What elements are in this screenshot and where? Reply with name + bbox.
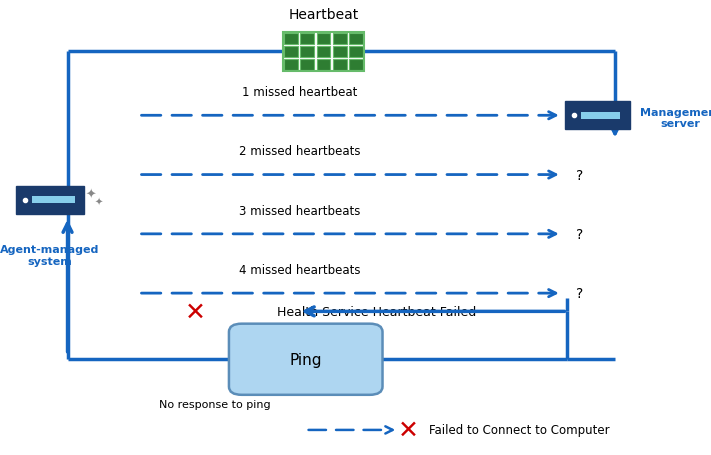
Text: ?: ? xyxy=(576,287,583,300)
Text: ✦: ✦ xyxy=(95,197,102,207)
Text: Ping: Ping xyxy=(289,352,322,367)
Text: Heartbeat: Heartbeat xyxy=(289,8,358,22)
Text: ?: ? xyxy=(576,109,583,123)
FancyBboxPatch shape xyxy=(350,47,363,58)
FancyBboxPatch shape xyxy=(333,34,347,45)
FancyBboxPatch shape xyxy=(301,47,314,58)
FancyBboxPatch shape xyxy=(350,34,363,45)
Text: ✕: ✕ xyxy=(398,418,419,442)
FancyBboxPatch shape xyxy=(565,102,630,130)
Text: Management
server: Management server xyxy=(640,107,711,129)
FancyBboxPatch shape xyxy=(301,34,314,45)
Text: Failed to Connect to Computer: Failed to Connect to Computer xyxy=(429,424,609,436)
Text: 1 missed heartbeat: 1 missed heartbeat xyxy=(242,86,357,99)
Text: ✦: ✦ xyxy=(85,188,96,201)
FancyBboxPatch shape xyxy=(317,60,330,71)
Text: 4 missed heartbeats: 4 missed heartbeats xyxy=(239,263,360,276)
FancyBboxPatch shape xyxy=(284,60,298,71)
FancyBboxPatch shape xyxy=(333,60,347,71)
FancyBboxPatch shape xyxy=(350,60,363,71)
Text: ?: ? xyxy=(576,168,583,182)
FancyBboxPatch shape xyxy=(301,60,314,71)
Text: No response to ping: No response to ping xyxy=(159,399,270,409)
FancyBboxPatch shape xyxy=(333,47,347,58)
Text: ?: ? xyxy=(576,228,583,241)
Text: Health Service Heartbeat Failed: Health Service Heartbeat Failed xyxy=(277,305,476,318)
FancyBboxPatch shape xyxy=(32,197,75,203)
Text: 2 missed heartbeats: 2 missed heartbeats xyxy=(239,145,360,158)
FancyBboxPatch shape xyxy=(16,187,84,214)
FancyBboxPatch shape xyxy=(229,324,383,395)
FancyBboxPatch shape xyxy=(284,34,298,45)
FancyBboxPatch shape xyxy=(317,47,330,58)
FancyBboxPatch shape xyxy=(317,34,330,45)
Text: Agent-managed
system: Agent-managed system xyxy=(0,244,100,266)
Text: 3 missed heartbeats: 3 missed heartbeats xyxy=(239,204,360,217)
FancyBboxPatch shape xyxy=(284,47,298,58)
FancyBboxPatch shape xyxy=(581,112,621,120)
Text: ✕: ✕ xyxy=(185,300,206,324)
